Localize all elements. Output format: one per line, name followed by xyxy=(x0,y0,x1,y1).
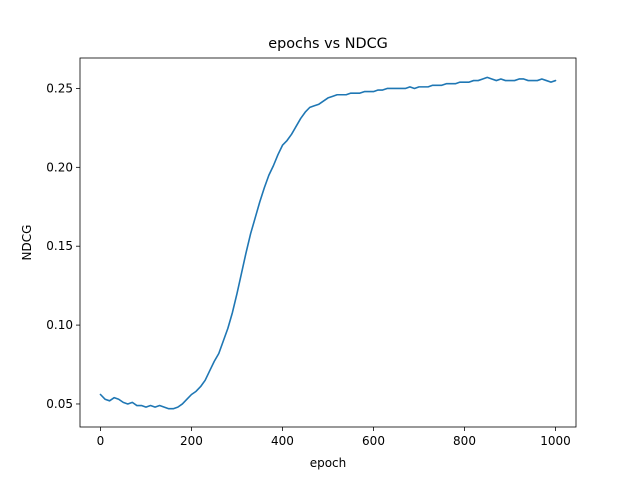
x-axis-label: epoch xyxy=(310,456,347,470)
x-tick-label: 0 xyxy=(97,434,105,448)
x-axis: 0 200 400 600 800 1000 xyxy=(97,427,571,448)
y-tick-label: 0.10 xyxy=(46,318,73,332)
y-tick-label: 0.25 xyxy=(46,81,73,95)
y-tick-label: 0.05 xyxy=(46,397,73,411)
plot-frame xyxy=(79,57,577,428)
x-tick-label: 600 xyxy=(362,434,385,448)
y-axis-label: NDCG xyxy=(20,225,34,261)
y-tick-label: 0.15 xyxy=(46,239,73,253)
x-tick-label: 800 xyxy=(453,434,476,448)
x-tick-label: 1000 xyxy=(540,434,571,448)
series-line-0 xyxy=(99,76,557,410)
chart-title: epochs vs NDCG xyxy=(268,36,388,52)
x-tick-label: 200 xyxy=(180,434,203,448)
y-axis: 0.05 0.10 0.15 0.20 0.25 xyxy=(46,81,80,411)
x-tick-label: 400 xyxy=(271,434,294,448)
y-tick-label: 0.20 xyxy=(46,160,73,174)
